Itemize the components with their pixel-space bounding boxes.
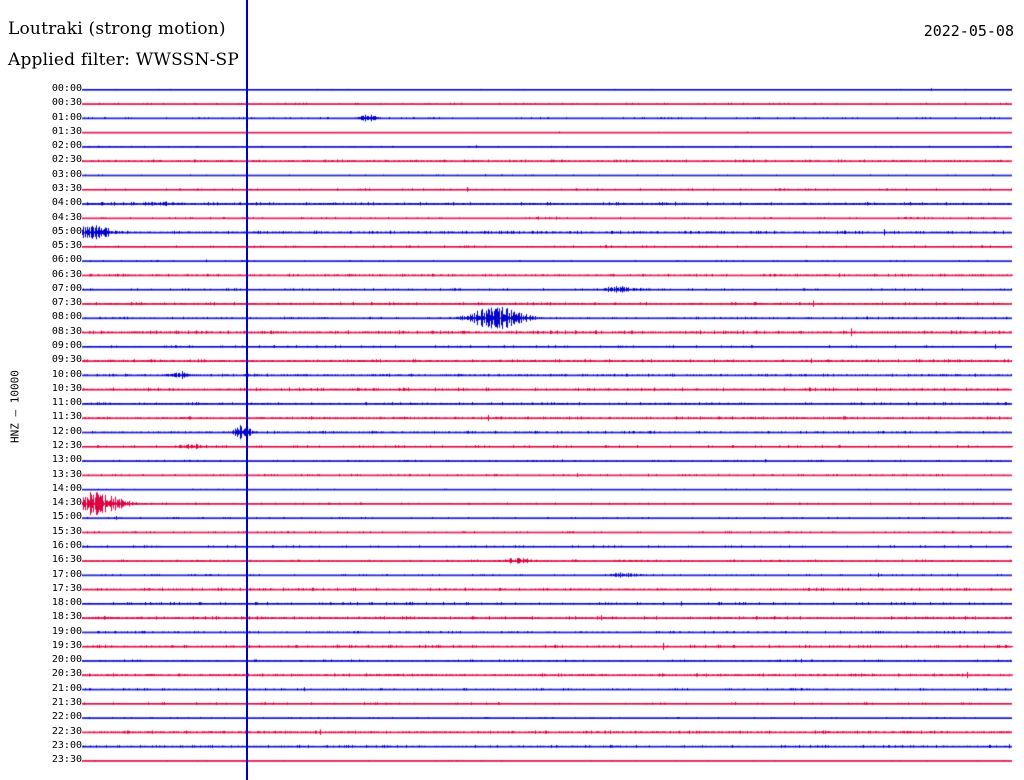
time-row-label: 20:00: [51, 654, 82, 666]
time-row-label: 17:00: [51, 568, 82, 580]
time-row-label: 10:30: [51, 382, 82, 394]
time-row-label: 17:30: [51, 582, 82, 594]
time-row-label: 03:00: [51, 168, 82, 180]
time-row-label: 03:30: [51, 182, 82, 194]
time-row-label: 00:30: [51, 97, 82, 109]
time-row-label: 11:30: [51, 411, 82, 423]
time-row-label: 20:30: [51, 668, 82, 680]
time-row-label: 16:30: [51, 554, 82, 566]
time-row-label: 21:30: [51, 697, 82, 709]
time-row-label: 12:30: [51, 440, 82, 451]
time-row-label: 05:00: [51, 225, 82, 237]
seismogram-plot: [0, 78, 1024, 778]
time-row-label: 19:00: [51, 625, 82, 637]
time-row-label: 13:00: [51, 454, 82, 466]
time-row-label: 06:30: [51, 268, 82, 280]
time-marker-line: [246, 0, 248, 780]
time-row-label: 04:00: [51, 197, 82, 209]
time-row-label: 18:00: [51, 597, 82, 609]
time-row-label: 18:30: [51, 611, 82, 623]
seismic-trace-canvas: [0, 78, 1024, 778]
time-row-label: 04:30: [51, 211, 82, 223]
time-row-label: 12:00: [51, 425, 82, 437]
record-date: 2022-05-08: [923, 22, 1014, 40]
time-row-label: 22:30: [51, 725, 82, 737]
time-row-label: 01:30: [51, 125, 82, 137]
page-title: Loutraki (strong motion): [8, 19, 226, 39]
time-row-label: 06:00: [51, 254, 82, 266]
time-row-label: 23:00: [51, 739, 82, 751]
time-row-label: 02:30: [51, 154, 82, 166]
time-label-column: 00:00 00:30 01:00 01:30 02:00 02:30 03:00 03:30…: [0, 78, 82, 778]
time-row-label: 10:00: [51, 368, 82, 380]
time-row-label: 11:00: [51, 397, 82, 409]
time-row-label: 02:00: [51, 140, 82, 152]
time-row-label: 14:30: [51, 497, 82, 509]
time-row-label: 22:00: [51, 711, 82, 723]
time-row-label: 07:30: [51, 297, 82, 309]
time-row-label: 19:30: [51, 639, 82, 651]
time-row-label: 09:00: [51, 340, 82, 352]
time-row-label: 13:30: [51, 468, 82, 480]
time-row-label: 00:00: [51, 83, 82, 94]
time-row-label: 16:00: [51, 539, 82, 551]
time-row-label: 14:00: [51, 482, 82, 494]
time-row-label: 01:00: [51, 111, 82, 123]
time-row-label: 08:00: [51, 311, 82, 323]
applied-filter-label: Applied filter: WWSSN-SP: [8, 50, 240, 70]
time-row-label: 15:00: [51, 511, 82, 523]
time-row-label: 15:30: [51, 525, 82, 537]
time-row-label: 05:30: [51, 240, 82, 252]
time-row-label: 21:00: [51, 682, 82, 694]
time-row-label: 07:00: [51, 282, 82, 294]
time-row-label: 09:30: [51, 354, 82, 366]
time-row-label: 23:30: [51, 754, 82, 766]
time-row-label: 08:30: [51, 325, 82, 337]
